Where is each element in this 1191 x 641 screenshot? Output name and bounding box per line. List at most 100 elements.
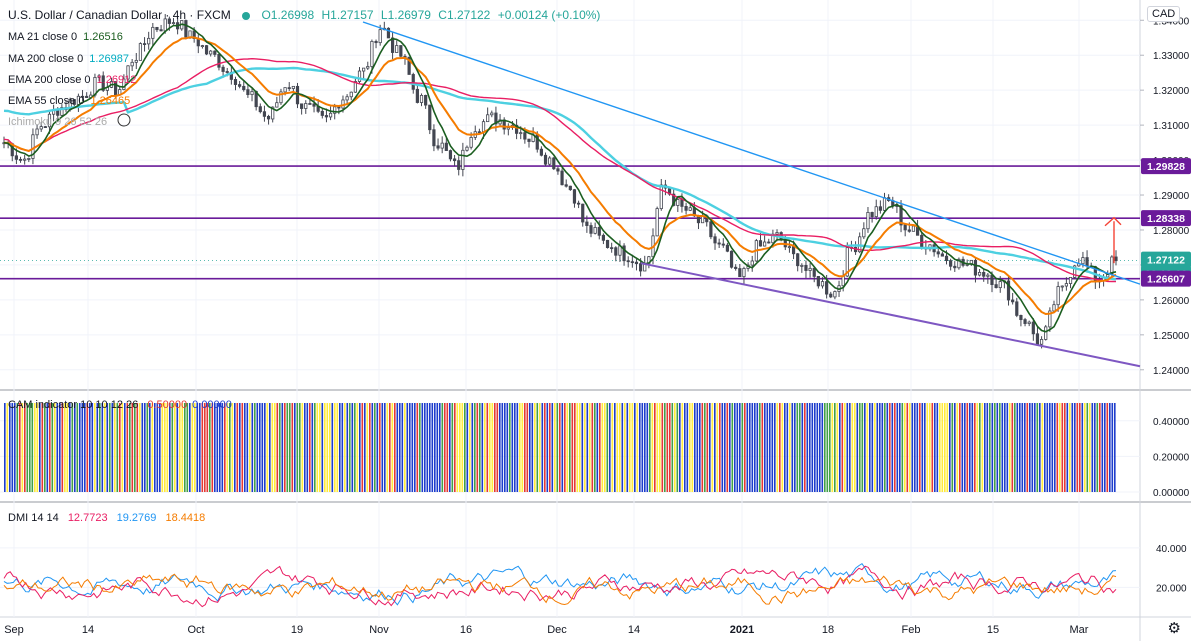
cam-bar: [869, 403, 871, 492]
candle-body: [940, 253, 944, 257]
cam-bar: [461, 403, 464, 492]
cam-bar: [74, 403, 76, 492]
cam-bar: [784, 403, 786, 492]
candle-body: [122, 78, 126, 90]
time-tick-label: 15: [987, 624, 999, 636]
candle-body: [378, 29, 382, 44]
cam-bar: [904, 403, 906, 492]
cam-bar: [456, 403, 459, 492]
cam-bar: [654, 403, 656, 492]
cam-bar: [616, 403, 619, 492]
candle-body: [639, 263, 643, 272]
cam-bar: [119, 403, 121, 492]
cam-bar: [421, 403, 424, 492]
cam-bar: [136, 403, 139, 492]
cam-bar: [1049, 403, 1051, 492]
cam-bar: [354, 403, 356, 492]
cam-bar: [254, 403, 256, 492]
cam-bar: [319, 403, 321, 492]
cam-bar: [36, 403, 39, 492]
cam-bar: [816, 403, 819, 492]
cam-bar: [624, 403, 626, 492]
cam-bar: [331, 403, 334, 492]
candle-body: [126, 65, 130, 80]
candle-body: [424, 94, 428, 106]
cam-bar: [634, 403, 636, 492]
legend-ema55[interactable]: EMA 55 close 0 1.26465: [8, 95, 131, 107]
candle-body: [147, 37, 151, 45]
cam-bar: [979, 403, 981, 492]
cam-bar: [626, 403, 629, 492]
candle-body: [80, 95, 85, 98]
candle-body: [1081, 257, 1085, 265]
candle-body: [328, 112, 333, 118]
candle-body: [676, 199, 680, 206]
cam-bar: [199, 403, 201, 492]
currency-button[interactable]: CAD: [1147, 4, 1191, 22]
legend-ichimoku[interactable]: Ichimoku 9 26 52 26: [8, 116, 108, 128]
cam-bar: [989, 403, 991, 492]
candle-body: [415, 88, 419, 103]
cam-bar: [804, 403, 806, 492]
cam-bar: [231, 403, 234, 492]
price-tick-label: 1.31000: [1153, 121, 1190, 132]
cam-bar: [711, 403, 714, 492]
legend-ma200[interactable]: MA 200 close 0 1.26987: [8, 53, 129, 65]
candle-body: [539, 148, 543, 156]
candle-body: [386, 27, 391, 39]
cam-bar: [671, 403, 674, 492]
cam-bar: [549, 403, 551, 492]
cam-bar: [686, 403, 689, 492]
candle-body: [72, 99, 76, 105]
cam-bar: [184, 403, 186, 492]
candle-body: [841, 275, 845, 287]
price-badge-label: 1.29828: [1147, 161, 1185, 173]
cam-bar: [1014, 403, 1016, 492]
cam-bar: [594, 403, 596, 492]
time-tick-label: 14: [82, 624, 94, 636]
candle-body: [1015, 301, 1019, 316]
cam-bar: [19, 403, 21, 492]
candle-body: [593, 227, 597, 234]
candle-body: [287, 87, 291, 90]
cam-bar: [279, 403, 281, 492]
cam-bar: [9, 403, 11, 492]
candle-body: [622, 245, 626, 262]
candle-body: [101, 75, 105, 91]
cam-bar: [209, 403, 211, 492]
cam-bar: [1036, 403, 1039, 492]
dmi-lines: [3, 563, 1117, 608]
cam-bar: [491, 403, 494, 492]
gear-icon[interactable]: ⚙: [1167, 620, 1181, 637]
cam-bar: [1004, 403, 1006, 492]
cam-bar: [289, 403, 291, 492]
candle-body: [882, 197, 887, 211]
candle-body: [436, 145, 440, 149]
candle-body: [610, 247, 614, 250]
cam-bar: [349, 403, 351, 492]
cam-bar: [139, 403, 141, 492]
cam-bar: [309, 403, 311, 492]
cam-bar: [479, 403, 481, 492]
dmi-tick-label: 40.000: [1156, 544, 1187, 555]
cam-bar: [944, 403, 946, 492]
cam-legend[interactable]: CAM indicator 10 10 12 26 0.50000 0.0000…: [8, 399, 232, 411]
legend-ema200[interactable]: EMA 200 close 0 1.26912: [8, 74, 137, 86]
legend-ma21[interactable]: MA 21 close 0 1.26516: [8, 31, 123, 43]
time-tick-label: 14: [628, 624, 640, 636]
candle-body: [465, 146, 469, 151]
candle-body: [419, 94, 424, 103]
candle-body: [820, 281, 825, 287]
dmi-legend[interactable]: DMI 14 14 12.7723 19.2769 18.4418: [8, 512, 206, 524]
candle-body: [829, 293, 833, 298]
candle-body: [816, 275, 820, 287]
cam-bar: [174, 403, 176, 492]
cam-bar: [701, 403, 704, 492]
cam-bar: [909, 403, 911, 492]
symbol-title[interactable]: U.S. Dollar / Canadian Dollar · 4h · FXC…: [8, 8, 231, 22]
cam-bar: [761, 403, 764, 492]
cam-bar: [721, 403, 724, 492]
cam-bar: [386, 403, 389, 492]
